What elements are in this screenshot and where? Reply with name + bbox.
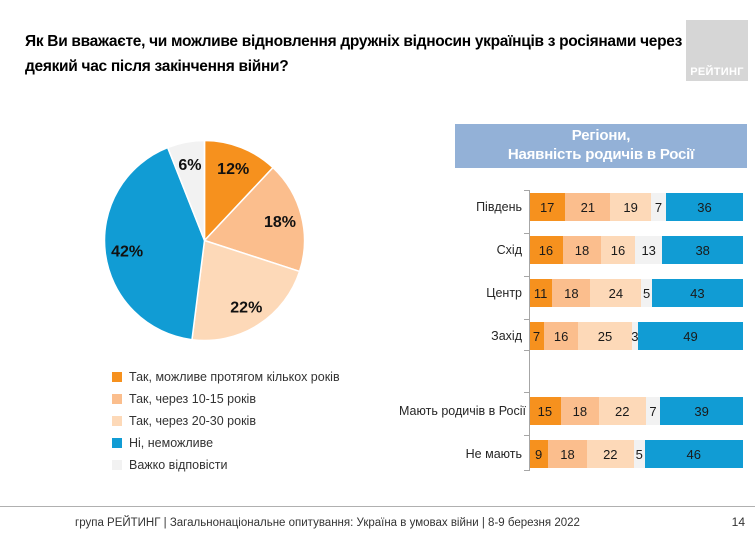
axis-tick: [524, 233, 529, 234]
bar-category-label: Мають родичів в Росії: [399, 404, 526, 418]
pie-chart: 12% 18% 22% 42% 6%: [94, 130, 315, 351]
pie-chart-svg: 12% 18% 22% 42% 6%: [103, 139, 306, 342]
legend-item: Так, через 20-30 років: [112, 410, 340, 432]
bar-segment: 46: [644, 440, 743, 468]
footer-source: група РЕЙТИНГ | Загальнонаціональне опит…: [75, 517, 580, 529]
bar-category-label: Не мають: [465, 447, 522, 461]
legend-item: Так, можливе протягом кількох років: [112, 366, 340, 388]
bar-category-label: Схід: [496, 243, 522, 257]
page-title: Як Ви вважаєте, чи можливе відновлення д…: [25, 33, 683, 75]
axis-tick: [524, 470, 529, 471]
bar-track: 11 18 24 5 43: [529, 279, 743, 307]
pie-value-label: 22%: [230, 299, 262, 316]
legend-label: Так, можливе протягом кількох років: [129, 370, 340, 384]
legend-swatch: [112, 416, 122, 426]
bar-segment: 21: [565, 193, 611, 221]
legend-swatch: [112, 438, 122, 448]
bar-segment: 18: [552, 279, 591, 307]
legend-label: Так, через 20-30 років: [129, 414, 256, 428]
pie-slice: [203, 139, 274, 242]
bar-segment: 43: [651, 279, 743, 307]
footer-divider: [0, 506, 755, 507]
legend-swatch: [112, 394, 122, 404]
bar-segment: 38: [662, 236, 743, 264]
bar-segment: 15: [529, 397, 561, 425]
bar-segment: 13: [634, 236, 663, 264]
bar-segment: 18: [548, 440, 587, 468]
bar-segment: 17: [529, 193, 566, 221]
rating-logo-text: РЕЙТИНГ: [690, 66, 744, 78]
bar-track: 17 21 19 7 36: [529, 193, 743, 221]
pie-value-label: 18%: [264, 214, 296, 231]
legend-swatch: [112, 372, 122, 382]
bar-segment: 24: [590, 279, 642, 307]
bar-row: Не мають 9 18 22 5 46: [399, 440, 743, 468]
bar-segment: 5: [641, 279, 652, 307]
legend-label: Так, через 10-15 років: [129, 392, 256, 406]
legend-item: Так, через 10-15 років: [112, 388, 340, 410]
bar-track: 15 18 22 7 39: [529, 397, 743, 425]
bar-row: Захід 7 16 25 3 49: [399, 322, 743, 350]
bar-segment: 39: [660, 397, 743, 425]
bar-track: 7 16 25 3 49: [529, 322, 743, 350]
bar-track: 9 18 22 5 46: [529, 440, 743, 468]
axis-tick: [524, 190, 529, 191]
axis-tick: [524, 350, 529, 351]
bar-category-label: Південь: [476, 200, 522, 214]
pie-slice: [191, 239, 301, 342]
bar-segment: 11: [529, 279, 553, 307]
bar-chart-title: Регіони, Наявність родичів в Росії: [455, 124, 747, 168]
bar-segment: 36: [665, 193, 743, 221]
bar-segment: 9: [529, 440, 549, 468]
bar-segment: 16: [529, 236, 563, 264]
bar-segment: 16: [601, 236, 635, 264]
bar-segment: 22: [598, 397, 646, 425]
bar-row: Центр 11 18 24 5 43: [399, 279, 743, 307]
pie-slice: [103, 146, 206, 341]
pie-legend: Так, можливе протягом кількох років Так, …: [112, 366, 340, 476]
bar-segment: 5: [633, 440, 645, 468]
bar-chart-title-line1: Регіони,: [571, 127, 631, 145]
axis-tick: [524, 276, 529, 277]
pie-slice: [166, 139, 206, 242]
pie-value-label: 6%: [178, 157, 201, 174]
bar-segment: 7: [645, 397, 661, 425]
legend-item: Ні, неможливе: [112, 432, 340, 454]
pie-value-label: 42%: [111, 243, 143, 260]
bar-segment: 22: [586, 440, 634, 468]
legend-label: Ні, неможливе: [129, 436, 214, 450]
bar-row: Мають родичів в Росії 15 18 22 7 39: [399, 397, 743, 425]
axis-tick: [524, 319, 529, 320]
rating-logo: РЕЙТИНГ: [686, 20, 748, 81]
legend-label: Важко відповісти: [129, 458, 228, 472]
bar-segment: 19: [610, 193, 651, 221]
stacked-bar-chart: Південь 17 21 19 7 36 Схід 16 18 16 13 38 Центр 11 18 2…: [399, 0, 747, 544]
pie-value-label: 12%: [217, 161, 249, 178]
bar-row: Схід 16 18 16 13 38: [399, 236, 743, 264]
bar-chart-title-line2: Наявність родичів в Росії: [507, 146, 695, 163]
bar-segment: 49: [638, 322, 743, 350]
axis-tick: [524, 392, 529, 393]
bar-category-label: Центр: [486, 286, 522, 300]
bar-segment: 25: [578, 322, 632, 350]
bar-category-label: Захід: [491, 329, 522, 343]
bar-row: Південь 17 21 19 7 36: [399, 193, 743, 221]
category-axis-line: [529, 190, 530, 471]
bar-segment: 7: [650, 193, 666, 221]
bar-segment: 3: [631, 322, 639, 350]
axis-tick: [524, 435, 529, 436]
bar-segment: 18: [562, 236, 602, 264]
legend-swatch: [112, 460, 122, 470]
bar-segment: 7: [529, 322, 544, 350]
pie-slice: [203, 166, 306, 273]
bar-segment: 18: [560, 397, 599, 425]
page-number: 14: [731, 515, 745, 529]
bar-segment: 16: [543, 322, 579, 350]
bar-track: 16 18 16 13 38: [529, 236, 743, 264]
legend-item: Важко відповісти: [112, 454, 340, 476]
